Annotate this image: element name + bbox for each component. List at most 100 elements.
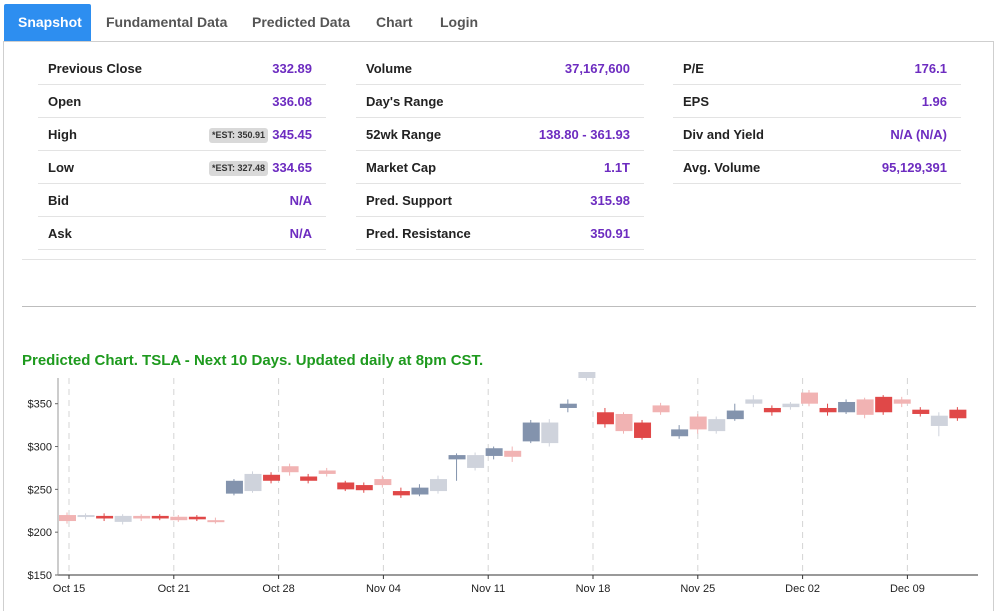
candle <box>263 472 281 484</box>
stat-value: 345.45 <box>272 127 312 142</box>
candle-body <box>875 396 893 413</box>
candle-body <box>689 416 707 430</box>
stat-value: N/A <box>289 226 312 241</box>
stat-row-bid: Bid N/A <box>38 184 326 217</box>
estimate-badge: *EST: 327.48 <box>208 161 268 176</box>
candle <box>207 517 225 524</box>
stat-label: P/E <box>683 61 704 76</box>
candle <box>244 471 262 493</box>
candle-body <box>596 412 614 425</box>
candle-body <box>671 429 689 437</box>
stat-value: 138.80 - 361.93 <box>538 127 630 142</box>
stat-row-previous-close: Previous Close 332.89 <box>38 52 326 85</box>
tab-chart[interactable]: Chart <box>376 14 413 30</box>
stat-label: Pred. Resistance <box>366 226 471 241</box>
candle <box>59 512 76 524</box>
candle <box>745 395 763 408</box>
stat-value: 332.89 <box>272 61 312 76</box>
candle-body <box>763 407 781 413</box>
candle-body <box>856 399 874 415</box>
candle <box>337 480 355 492</box>
candle-body <box>930 415 948 426</box>
candle <box>541 419 559 447</box>
candle <box>763 405 781 416</box>
stat-row-pred-support: Pred. Support 315.98 <box>356 184 644 217</box>
candle-body <box>281 466 299 473</box>
stat-label: Div and Yield <box>683 127 764 142</box>
tab-predicted-data[interactable]: Predicted Data <box>252 14 351 30</box>
candle-body <box>708 419 726 432</box>
candle <box>355 482 373 493</box>
candle <box>374 475 392 488</box>
stat-row-pred-resistance: Pred. Resistance 350.91 <box>356 217 644 250</box>
candle-body <box>337 482 355 490</box>
stat-label: High <box>48 127 77 142</box>
candle-body <box>114 515 132 522</box>
candle <box>800 389 818 407</box>
stat-label: Previous Close <box>48 61 142 76</box>
candle-body <box>485 448 503 456</box>
stat-label: Ask <box>48 226 72 241</box>
candle <box>726 403 744 421</box>
stat-value: 1.96 <box>921 94 947 109</box>
candle-body <box>634 422 652 438</box>
x-tick-label: Oct 28 <box>262 583 294 595</box>
candle <box>596 407 614 428</box>
chart-title: Predicted Chart. TSLA - Next 10 Days. Up… <box>22 352 484 369</box>
candle <box>467 452 485 471</box>
candle <box>782 401 800 410</box>
section-divider <box>22 259 976 260</box>
candle-body <box>522 422 540 442</box>
candle <box>133 514 151 522</box>
tab-snapshot[interactable]: Snapshot <box>4 4 91 41</box>
candle <box>170 515 188 522</box>
candle <box>77 513 95 520</box>
stat-value: 336.08 <box>272 94 312 109</box>
candle-body <box>244 473 262 492</box>
candle <box>281 463 299 476</box>
stat-label: Low <box>48 160 74 175</box>
stat-value: 1.1T <box>603 160 630 175</box>
candle <box>875 395 893 415</box>
candle <box>949 407 967 421</box>
candle <box>300 473 318 484</box>
candle-body <box>745 399 763 404</box>
candle <box>689 413 707 434</box>
candle <box>912 407 930 417</box>
tab-fundamental-data[interactable]: Fundamental Data <box>106 14 228 30</box>
stat-row-market-cap: Market Cap 1.1T <box>356 151 644 184</box>
stat-value: N/A (N/A) <box>890 127 947 142</box>
candle <box>225 479 243 496</box>
candle <box>504 446 522 462</box>
candle-body <box>615 413 633 432</box>
stat-label: EPS <box>683 94 710 109</box>
tab-bar: Snapshot Fundamental Data Predicted Data… <box>0 0 999 41</box>
stat-row-high: High *EST: 350.91 345.45 <box>38 118 326 151</box>
candle <box>522 419 540 444</box>
stat-row-days-range: Day's Range <box>356 85 644 118</box>
tab-login[interactable]: Login <box>440 14 479 30</box>
stat-row-ask: Ask N/A <box>38 217 326 250</box>
x-tick-label: Nov 04 <box>366 583 401 595</box>
stat-row-volume: Volume 37,167,600 <box>356 52 644 85</box>
candle-body <box>151 515 169 519</box>
stat-value: 334.65 <box>272 160 312 175</box>
candle <box>448 453 466 481</box>
candle <box>559 399 577 413</box>
candle-body <box>467 455 485 468</box>
stat-label: Day's Range <box>366 94 444 109</box>
x-tick-label: Nov 25 <box>680 583 715 595</box>
stat-row-avg-volume: Avg. Volume 95,129,391 <box>673 151 961 184</box>
candle-body <box>819 407 837 413</box>
candle <box>485 446 503 460</box>
candle <box>615 412 633 434</box>
x-tick-label: Dec 09 <box>890 583 925 595</box>
stat-value: 315.98 <box>590 193 630 208</box>
candle-body <box>263 474 281 481</box>
candle-body <box>652 405 670 413</box>
candle-body <box>411 487 429 495</box>
candle-body <box>912 409 930 414</box>
candle <box>893 396 911 408</box>
x-tick-label: Nov 18 <box>576 583 611 595</box>
candle-body <box>800 392 818 404</box>
